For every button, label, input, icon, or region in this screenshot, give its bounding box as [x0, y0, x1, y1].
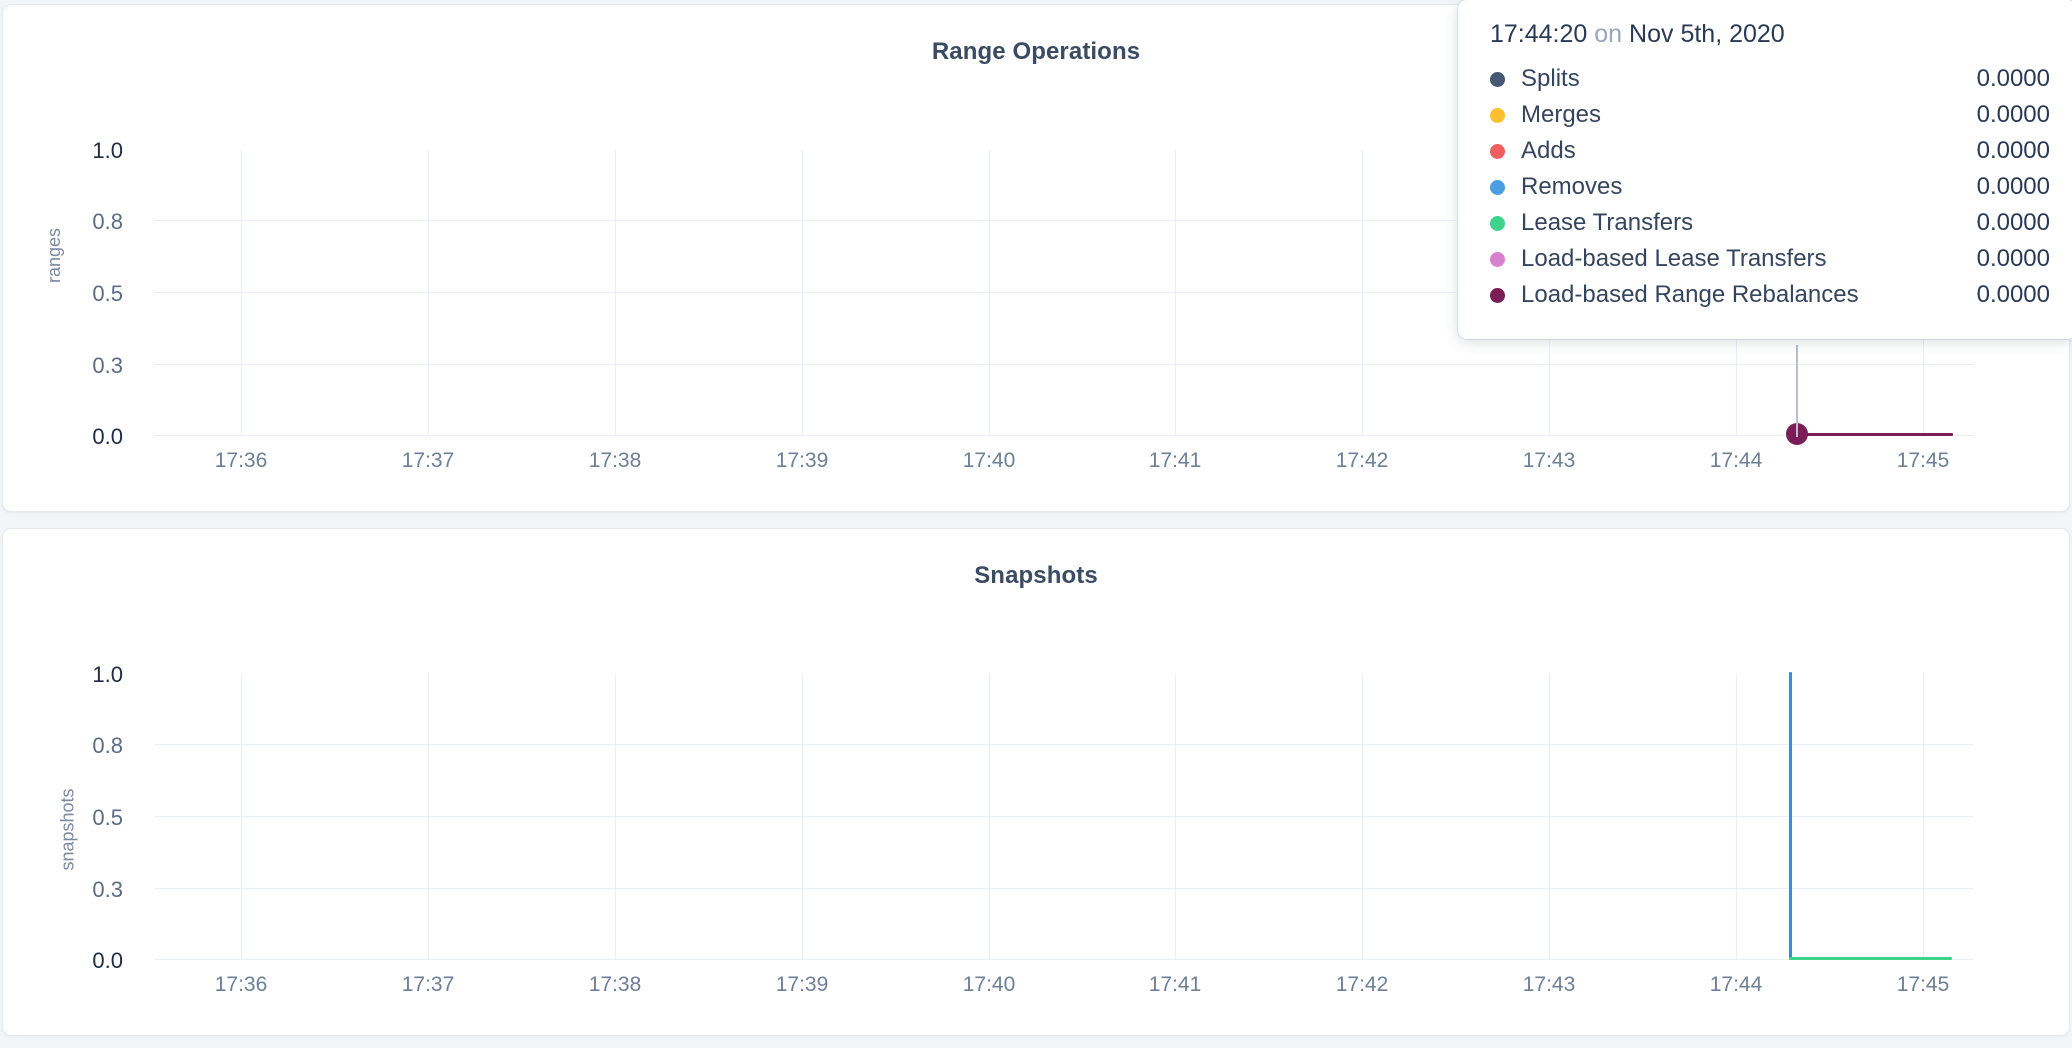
series-color-dot-icon [1490, 179, 1505, 195]
gridline-vertical [1175, 674, 1176, 960]
tooltip-series-value: 0.0000 [1976, 245, 2050, 272]
gridline-vertical [989, 150, 990, 436]
y-tick-1-0: 1.0 [92, 662, 123, 687]
gridline-horizontal [155, 816, 1973, 817]
tooltip-time: 17:44:20 [1490, 20, 1588, 48]
y-tick-0-0: 0.0 [92, 424, 123, 449]
tooltip-series-label: Merges [1521, 101, 1602, 128]
series-line-load-based-range-rebalances [1793, 433, 1953, 436]
tooltip-row: Load-based Range Rebalances 0.0000 [1490, 277, 2050, 313]
series-color-dot-icon [1490, 143, 1505, 159]
tooltip-series-value: 0.0000 [1976, 209, 2050, 236]
gridline-vertical [802, 674, 803, 960]
series-color-dot-icon [1490, 107, 1505, 123]
tooltip-series-value: 0.0000 [1976, 173, 2050, 200]
hover-cursor-line [1796, 345, 1798, 437]
plot-area-snapshots: snapshots 1.0 0.8 0.5 0.3 0.0 [3, 529, 2069, 1035]
x-tick-1741: 17:41 [1148, 973, 1202, 996]
x-tick-1739: 17:39 [775, 973, 829, 996]
gridline-vertical [1175, 150, 1176, 436]
tooltip-series-label: Load-based Range Rebalances [1521, 281, 1859, 308]
plot-area-range-operations: ranges 1.0 0.8 0.5 0.3 0.0 [3, 5, 2069, 511]
tooltip-series-value: 0.0000 [1976, 65, 2050, 92]
tooltip-row: Adds 0.0000 [1490, 133, 2050, 169]
x-tick-1742: 17:42 [1335, 449, 1389, 472]
tooltip-row: Lease Transfers 0.0000 [1490, 205, 2050, 241]
series-color-dot-icon [1490, 215, 1505, 231]
gridline-vertical [1923, 674, 1924, 960]
x-tick-1738: 17:38 [588, 449, 642, 472]
y-tick-0-3: 0.3 [92, 353, 123, 378]
gridline-vertical [1549, 674, 1550, 960]
y-tick-0-8: 0.8 [92, 209, 123, 234]
gridline-vertical [615, 150, 616, 436]
x-tick-1740: 17:40 [962, 973, 1016, 996]
tooltip-series-value: 0.0000 [1976, 281, 2050, 308]
x-tick-1737: 17:37 [401, 449, 455, 472]
series-color-dot-icon [1490, 71, 1505, 87]
x-tick-1745: 17:45 [1896, 449, 1950, 472]
y-axis-label-ranges: ranges [44, 227, 65, 284]
gridline-horizontal [155, 364, 1973, 365]
x-tick-1739: 17:39 [775, 449, 829, 472]
x-tick-1737: 17:37 [401, 973, 455, 996]
y-tick-0-8: 0.8 [92, 733, 123, 758]
gridline-horizontal [155, 435, 1973, 436]
x-tick-1740: 17:40 [962, 449, 1016, 472]
x-tick-1736: 17:36 [214, 449, 268, 472]
series-line-snapshot-spike [1789, 672, 1792, 960]
page-title-snapshots: Snapshots [974, 562, 1098, 589]
gridline-vertical [241, 674, 242, 960]
gridline-horizontal [155, 959, 1973, 960]
x-tick-1744: 17:44 [1709, 449, 1763, 472]
x-tick-1743: 17:43 [1522, 449, 1576, 472]
gridline-vertical [802, 150, 803, 436]
series-line-snapshot-baseline [1789, 957, 1952, 960]
chart-hover-tooltip: 17:44:20 on Nov 5th, 2020 Splits 0.0000 … [1458, 0, 2072, 339]
x-tick-1745: 17:45 [1896, 973, 1950, 996]
page-title-range-operations: Range Operations [931, 38, 1141, 65]
gridline-vertical [241, 150, 242, 436]
tooltip-connector: on [1594, 20, 1623, 48]
series-color-dot-icon [1490, 287, 1505, 303]
gridline-vertical [428, 674, 429, 960]
x-tick-1741: 17:41 [1148, 449, 1202, 472]
gridline-horizontal [155, 744, 1973, 745]
x-tick-1743: 17:43 [1522, 973, 1576, 996]
tooltip-series-value: 0.0000 [1976, 101, 2050, 128]
y-tick-0-5: 0.5 [92, 805, 123, 830]
chart-card-snapshots: Snapshots snapshots 1.0 0.8 0.5 0.3 0.0 [2, 528, 2070, 1036]
y-tick-0-5: 0.5 [92, 281, 123, 306]
gridline-vertical [1362, 674, 1363, 960]
x-tick-1736: 17:36 [214, 973, 268, 996]
y-tick-1-0: 1.0 [92, 138, 123, 163]
tooltip-row: Splits 0.0000 [1490, 61, 2050, 97]
gridline-vertical [1736, 674, 1737, 960]
tooltip-series-label: Lease Transfers [1521, 209, 1694, 236]
gridline-vertical [1362, 150, 1363, 436]
gridline-horizontal [155, 888, 1973, 889]
y-tick-0-3: 0.3 [92, 877, 123, 902]
tooltip-series-label: Splits [1521, 65, 1580, 92]
tooltip-row: Removes 0.0000 [1490, 169, 2050, 205]
y-tick-0-0: 0.0 [92, 948, 123, 973]
gridline-horizontal [155, 292, 1973, 293]
tooltip-timestamp: 17:44:20 on Nov 5th, 2020 [1490, 20, 2050, 49]
series-color-dot-icon [1490, 251, 1505, 267]
gridline-horizontal [155, 220, 1973, 221]
tooltip-series-value: 0.0000 [1976, 137, 2050, 164]
tooltip-series-label: Adds [1521, 137, 1576, 164]
tooltip-date: Nov 5th, 2020 [1629, 20, 1785, 48]
gridline-vertical [428, 150, 429, 436]
x-tick-1742: 17:42 [1335, 973, 1389, 996]
tooltip-series-label: Load-based Lease Transfers [1521, 245, 1827, 272]
gridline-vertical [989, 674, 990, 960]
tooltip-row: Merges 0.0000 [1490, 97, 2050, 133]
tooltip-series-label: Removes [1521, 173, 1623, 200]
x-tick-1744: 17:44 [1709, 973, 1763, 996]
tooltip-row: Load-based Lease Transfers 0.0000 [1490, 241, 2050, 277]
gridline-vertical [615, 674, 616, 960]
x-tick-1738: 17:38 [588, 973, 642, 996]
